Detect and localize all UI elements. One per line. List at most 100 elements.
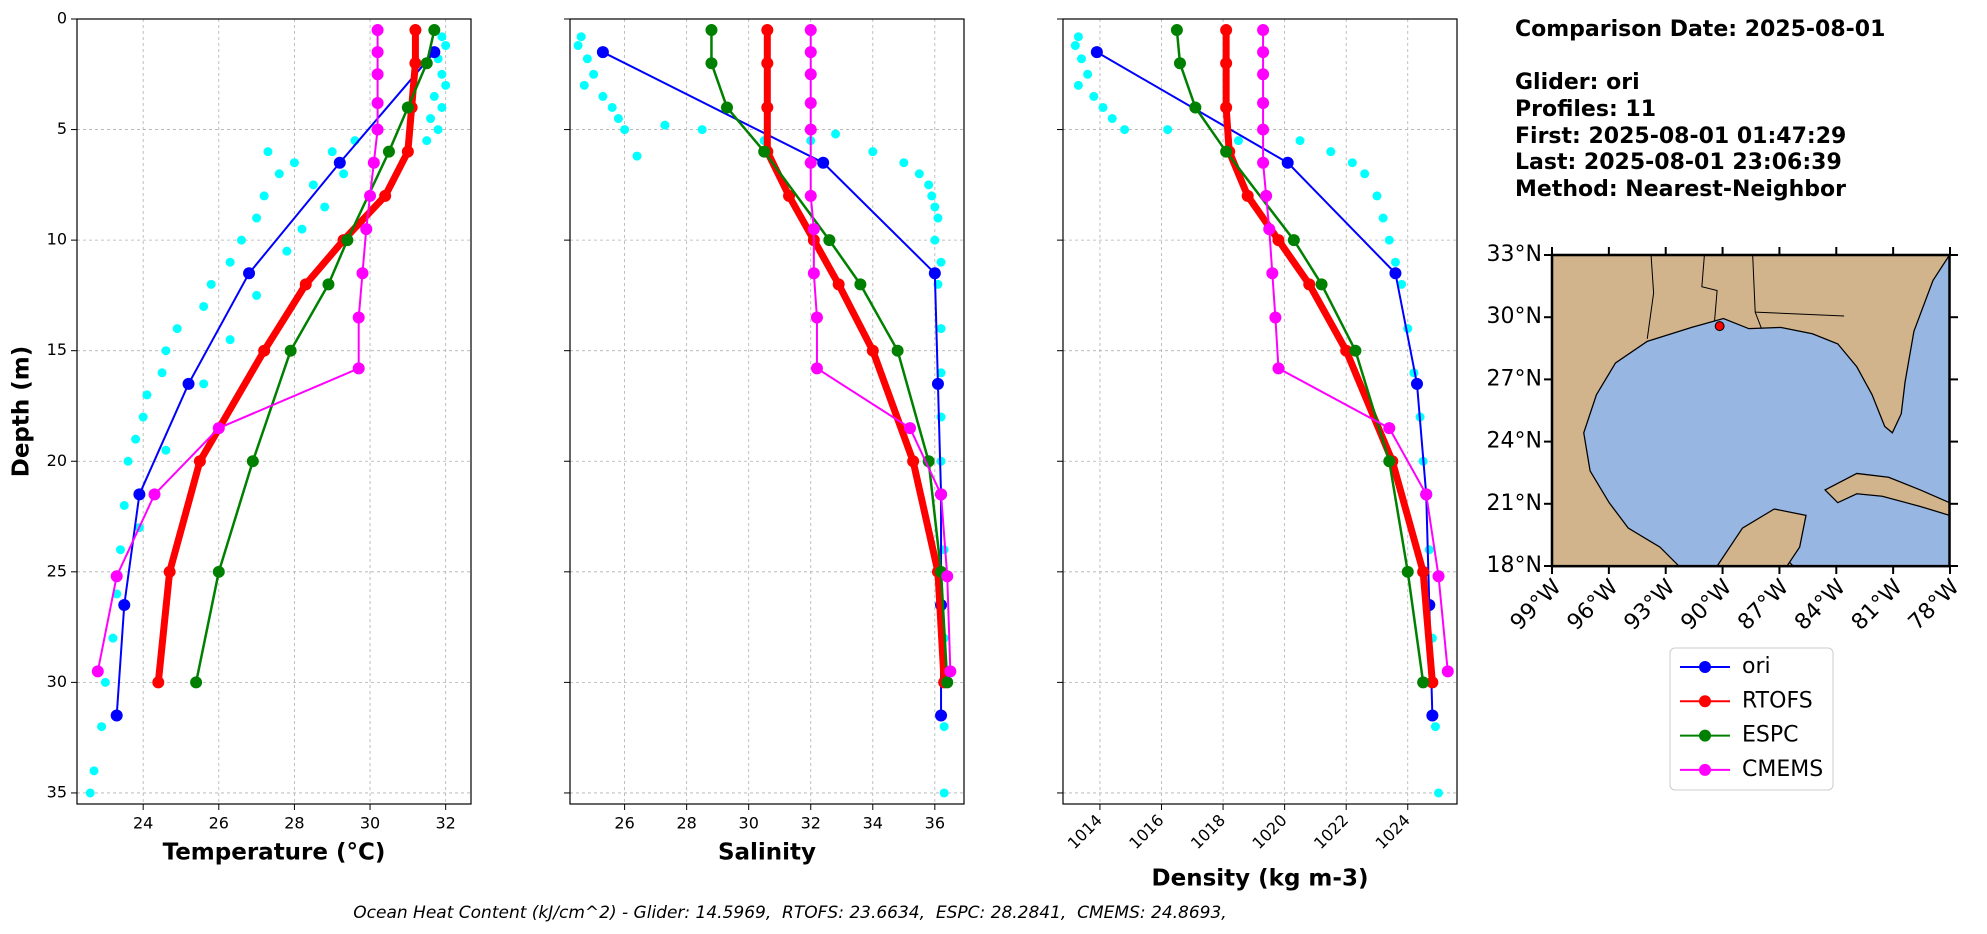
border (1646, 254, 1655, 339)
x-tick-label: 30 (739, 814, 759, 833)
glider-point (1326, 147, 1336, 157)
glider-point (939, 788, 949, 798)
profile-marker (922, 455, 935, 468)
lat-label: 33°N (1487, 242, 1542, 267)
profile-marker (193, 455, 206, 468)
profile-marker (804, 123, 817, 136)
y-tick-label: 5 (57, 119, 67, 138)
glider-point (225, 335, 235, 345)
border (1701, 254, 1718, 322)
glider-point (119, 500, 129, 510)
glider-point (660, 120, 670, 130)
legend-marker (1699, 763, 1711, 776)
legend-label: ESPC (1742, 723, 1799, 748)
profile-marker (1281, 156, 1294, 169)
legend-marker (1699, 695, 1711, 708)
profile-marker (1340, 344, 1353, 357)
glider-point (936, 324, 946, 334)
profile-marker (212, 565, 225, 578)
x-axis-label: Density (kg m-3) (1152, 866, 1369, 892)
map-frame (1550, 253, 1951, 568)
glider-point (327, 147, 337, 157)
lat-label: 18°N (1487, 553, 1542, 578)
series-group (85, 24, 451, 798)
profile-marker (1266, 267, 1279, 280)
glider-point (433, 125, 443, 135)
profile-marker (1417, 565, 1430, 578)
profile-marker (1220, 101, 1233, 114)
profile-line (1175, 29, 1425, 683)
profile-marker (1173, 57, 1186, 70)
profile-marker (1383, 455, 1396, 468)
profile-marker (761, 101, 774, 114)
glider-point (1089, 91, 1099, 101)
glider-point (579, 80, 589, 90)
profile-marker (322, 278, 335, 291)
legend-label: CMEMS (1742, 757, 1823, 782)
profile-marker (1315, 278, 1328, 291)
glider-point (1083, 69, 1093, 79)
glider-point (441, 80, 451, 90)
profile-marker (352, 311, 365, 324)
profile-marker (807, 223, 820, 236)
glider-point (831, 129, 841, 139)
legend-label: RTOFS (1742, 688, 1813, 713)
profile-marker (1426, 709, 1439, 722)
glider-point (927, 191, 937, 201)
profile-marker (190, 676, 203, 689)
profile-marker (941, 570, 954, 583)
profile-line (710, 30, 949, 683)
profile-marker (333, 156, 346, 169)
profile-marker (371, 24, 384, 37)
profile-marker (163, 565, 176, 578)
profile-marker (1220, 145, 1233, 158)
glider-point (589, 69, 599, 79)
profile-marker (1241, 189, 1254, 202)
x-tick-label: 26 (614, 814, 634, 833)
plot-frame (569, 18, 965, 805)
glider-point (429, 91, 439, 101)
profile-marker (401, 101, 414, 114)
glider-point (437, 69, 447, 79)
profile-marker (341, 234, 354, 247)
profile-marker (907, 455, 920, 468)
glider-point (1390, 257, 1400, 267)
profile-marker (133, 488, 146, 501)
glider-point (259, 191, 269, 201)
profile-marker (382, 145, 395, 158)
glider-point (131, 434, 141, 444)
profile-marker (299, 278, 312, 291)
profile-marker (1410, 377, 1423, 390)
profile-marker (1272, 362, 1285, 375)
legend-marker (1699, 661, 1711, 673)
glider-point (1163, 125, 1173, 135)
profile-marker (409, 24, 422, 37)
profile-marker (152, 676, 165, 689)
profile-marker (1220, 24, 1233, 37)
profile-marker (705, 57, 718, 70)
glider-point (933, 213, 943, 223)
glider-point (1073, 32, 1083, 42)
y-tick-label: 25 (47, 561, 67, 580)
profile-marker (364, 189, 377, 202)
info-line: Method: Nearest-Neighbor (1515, 177, 1846, 202)
glider-point (1347, 158, 1357, 168)
glider-point (899, 158, 909, 168)
x-tick-label: 32 (801, 814, 821, 833)
profile-marker (1260, 189, 1273, 202)
profile-marker (810, 362, 823, 375)
glider-point (252, 290, 262, 300)
y-axis-label: Depth (m) (9, 346, 35, 478)
profile-marker (1263, 223, 1276, 236)
profile-marker (246, 455, 259, 468)
profile-marker (1189, 101, 1202, 114)
glider-point (930, 202, 940, 212)
profile-marker (935, 709, 948, 722)
profile-marker (243, 267, 256, 280)
glider-point (441, 41, 451, 51)
profile-marker (367, 156, 380, 169)
glider-point (1076, 54, 1086, 64)
profile-marker (804, 97, 817, 110)
glider-point (308, 180, 318, 190)
x-tick-label: 34 (863, 814, 883, 833)
